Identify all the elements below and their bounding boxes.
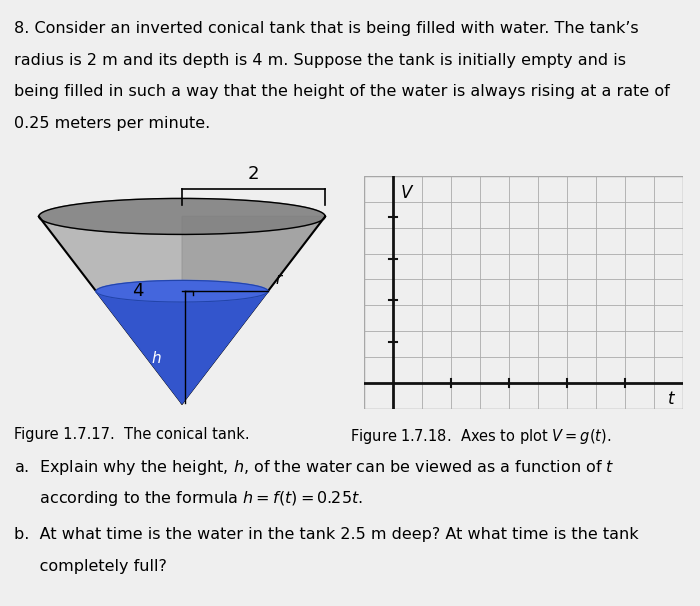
Text: h: h — [152, 351, 162, 366]
Polygon shape — [38, 198, 326, 235]
Text: 0.25 meters per minute.: 0.25 meters per minute. — [14, 116, 210, 131]
Text: t: t — [668, 390, 675, 408]
Text: according to the formula $h = f(t) = 0.25t$.: according to the formula $h = f(t) = 0.2… — [14, 489, 363, 508]
Text: completely full?: completely full? — [14, 559, 167, 574]
Text: V: V — [401, 184, 412, 202]
Polygon shape — [96, 291, 268, 404]
Text: 8. Consider an inverted conical tank that is being filled with water. The tank’s: 8. Consider an inverted conical tank tha… — [14, 21, 638, 36]
Polygon shape — [182, 216, 326, 404]
Polygon shape — [38, 216, 326, 404]
Text: 4: 4 — [132, 282, 144, 300]
Text: being filled in such a way that the height of the water is always rising at a ra: being filled in such a way that the heig… — [14, 84, 670, 99]
Text: Figure 1.7.18.  Axes to plot $V = g(t)$.: Figure 1.7.18. Axes to plot $V = g(t)$. — [350, 427, 612, 446]
Text: r: r — [276, 272, 282, 287]
Text: Figure 1.7.17.  The conical tank.: Figure 1.7.17. The conical tank. — [14, 427, 250, 442]
Polygon shape — [96, 281, 268, 302]
Text: a.  Explain why the height, $h$, of the water can be viewed as a function of $t$: a. Explain why the height, $h$, of the w… — [14, 458, 615, 476]
Text: 2: 2 — [248, 165, 259, 183]
Text: b.  At what time is the water in the tank 2.5 m deep? At what time is the tank: b. At what time is the water in the tank… — [14, 527, 638, 542]
Text: radius is 2 m and its depth is 4 m. Suppose the tank is initially empty and is: radius is 2 m and its depth is 4 m. Supp… — [14, 53, 626, 68]
